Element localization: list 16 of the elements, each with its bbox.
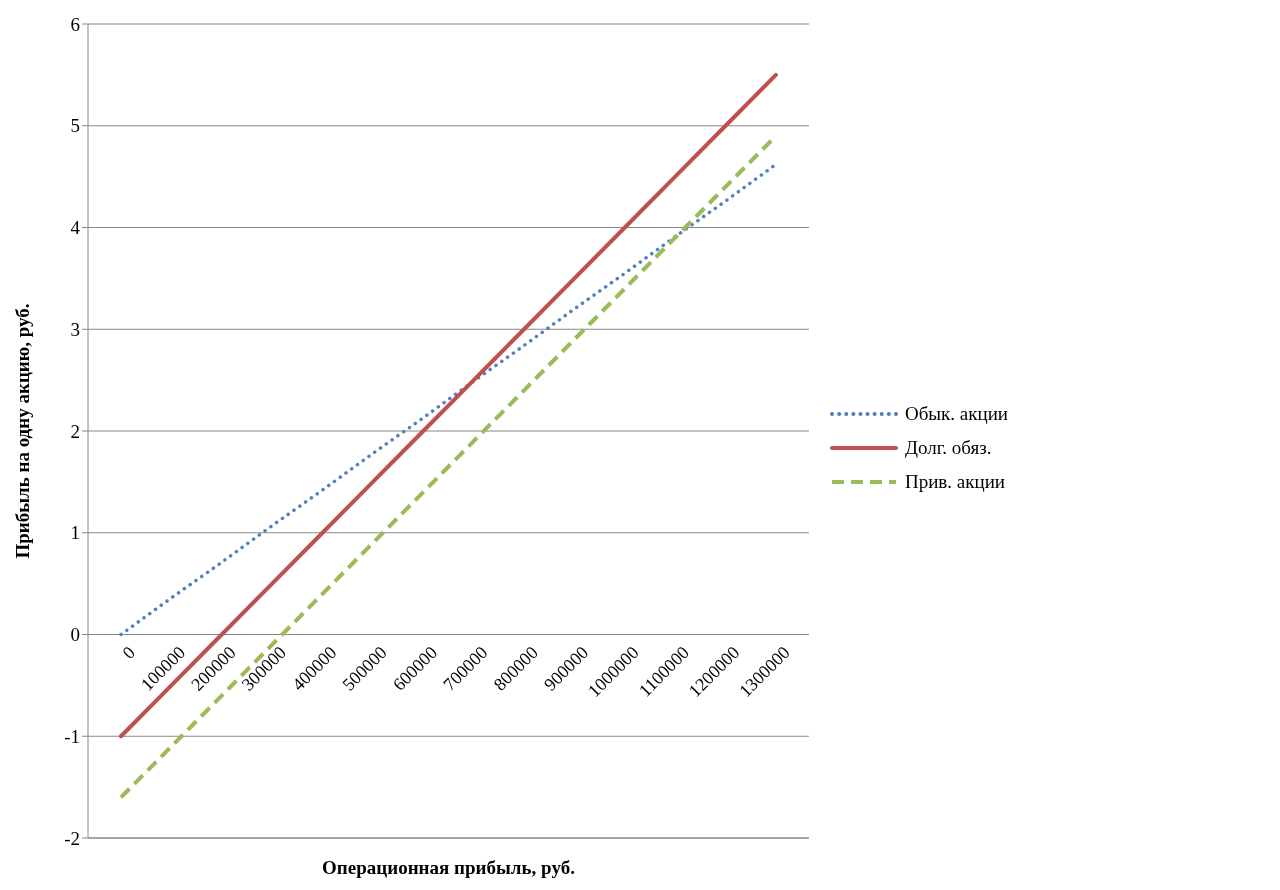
x-axis-title: Операционная прибыль, руб. (322, 857, 575, 878)
legend-label: Обык. акции (904, 403, 1008, 425)
y-tick-label: 3 (70, 318, 80, 340)
y-tick-label: 1 (70, 522, 80, 544)
line-series (119, 162, 778, 637)
y-tick-label: 6 (70, 13, 80, 35)
y-tick-label: 2 (70, 420, 80, 442)
legend-label: Прив. акции (904, 471, 1005, 493)
y-tick-label: -1 (64, 725, 80, 747)
y-tick-label: -2 (64, 827, 80, 849)
x-tick-label: 0 (118, 642, 139, 663)
y-axis-title: Прибыль на одну акцию, руб. (11, 303, 33, 559)
y-tick-label: 0 (70, 624, 80, 646)
y-tick-label: 4 (70, 217, 81, 239)
y-tick-label: 5 (70, 115, 80, 137)
legend-label: Долг. обяз. (904, 437, 992, 459)
